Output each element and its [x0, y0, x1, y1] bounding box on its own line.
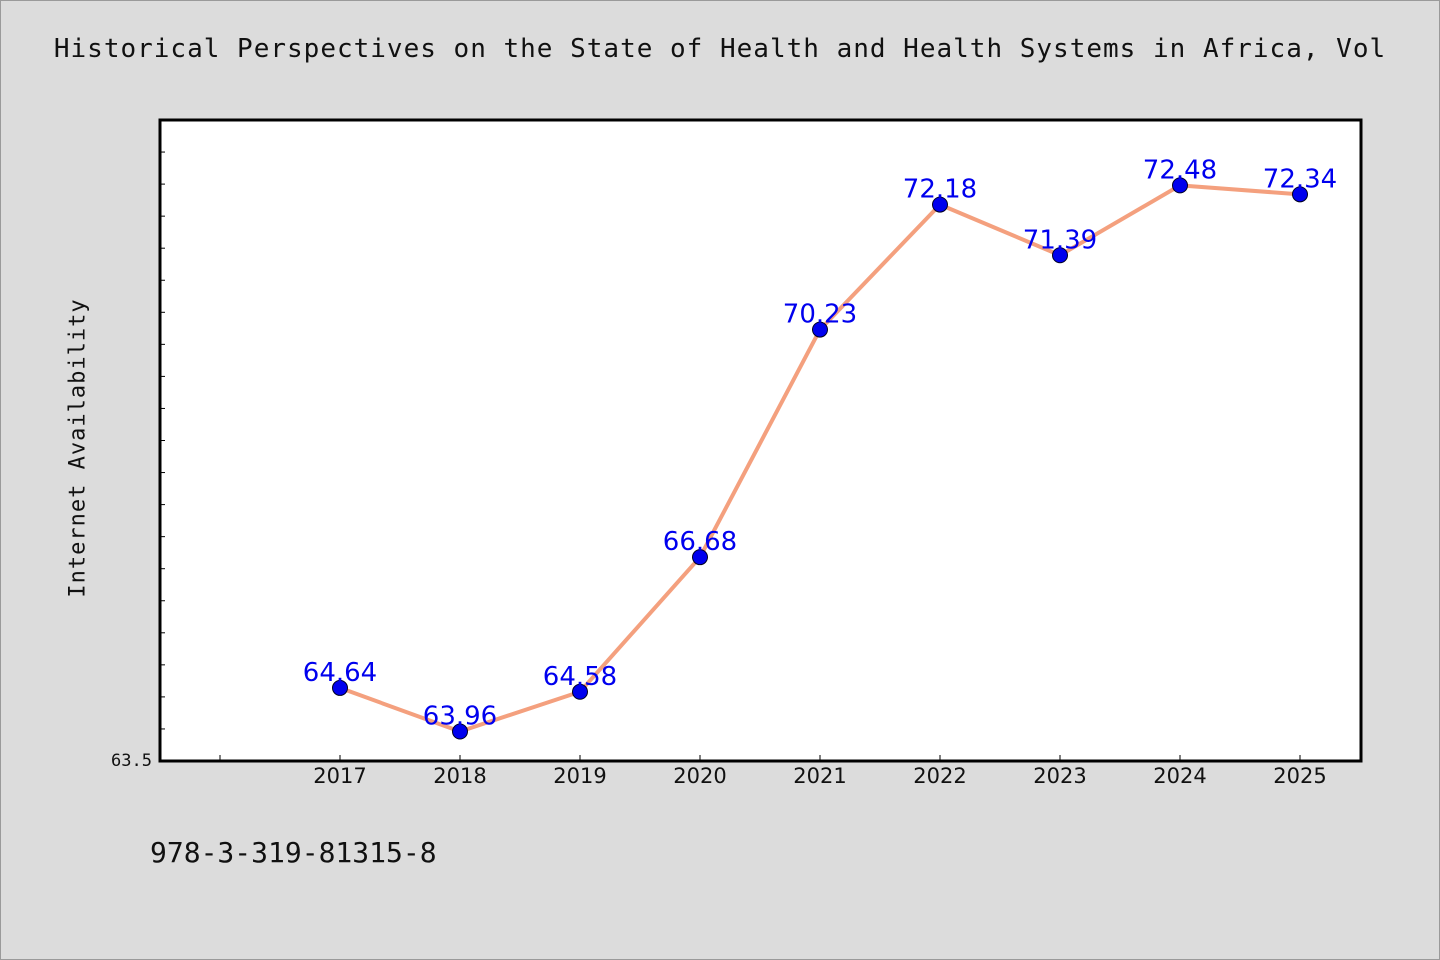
data-point: [452, 723, 468, 740]
series-markers: [332, 177, 1308, 740]
y-axis-ticks: [160, 119, 165, 762]
x-tick-label: 2020: [673, 764, 726, 788]
x-tick-label: 2024: [1153, 764, 1206, 788]
data-point: [572, 683, 588, 700]
data-point: [932, 196, 948, 213]
data-point: [1052, 247, 1068, 264]
data-point: [812, 321, 828, 338]
data-label: 64.64: [303, 658, 377, 688]
data-labels: 64.64 63.96 64.58 66.68 70.23 72.18 71.39 72.48…: [303, 155, 1337, 731]
x-tick-label: 2018: [433, 764, 486, 788]
data-point: [692, 549, 708, 566]
isbn-text: 978-3-319-81315-8: [150, 836, 437, 869]
chart-title: Historical Perspectives on the State of …: [53, 34, 1387, 64]
data-point: [1172, 177, 1188, 194]
x-tick-label: 2021: [793, 764, 846, 788]
data-label: 63.96: [423, 702, 497, 732]
x-tick-label: 2025: [1273, 764, 1326, 788]
data-label: 72.48: [1143, 155, 1217, 185]
x-tick-label: 2023: [1033, 764, 1086, 788]
data-point: [332, 679, 348, 696]
data-label: 72.18: [903, 175, 977, 205]
data-label: 72.34: [1263, 164, 1337, 194]
y-tick-label: 63.5: [111, 751, 152, 771]
data-label: 71.39: [1023, 225, 1097, 255]
x-tick-label: 2019: [553, 764, 606, 788]
data-label: 66.68: [663, 527, 737, 557]
data-label: 70.23: [783, 300, 857, 330]
data-point: [1292, 186, 1308, 203]
x-axis-tick-labels: 2017 2018 2019 2020 2021 2022 2023 2024 2025: [313, 764, 1326, 788]
data-label: 64.58: [543, 662, 617, 692]
x-tick-label: 2017: [313, 764, 366, 788]
x-axis-ticks: [219, 755, 1301, 761]
x-tick-label: 2022: [913, 764, 966, 788]
